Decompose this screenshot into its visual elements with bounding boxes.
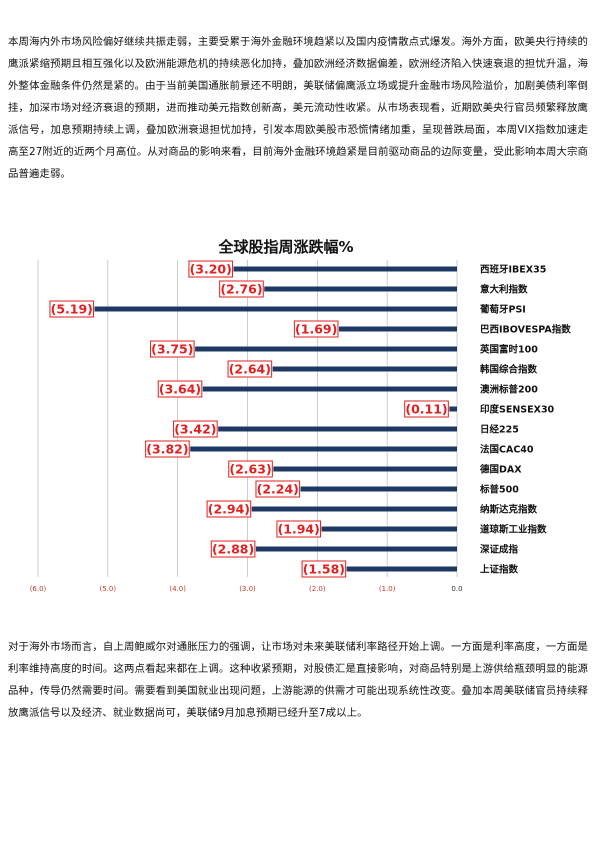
value-label: (0.11) <box>405 402 447 417</box>
category-label: 意大利指数 <box>480 284 528 296</box>
bar <box>202 386 457 392</box>
category-label: 深证成指 <box>480 544 519 556</box>
bar <box>195 346 457 352</box>
value-label-box <box>150 340 195 358</box>
x-tick-label: 0.0 <box>451 585 462 593</box>
x-tick-label: (5.0) <box>100 585 117 593</box>
x-axis-ticks: (6.0) (5.0) (4.0) (3.0) (2.0) (1.0) 0.0 <box>30 585 463 593</box>
bar <box>233 266 457 272</box>
category-label: 德国DAX <box>480 464 522 476</box>
value-label: (1.94) <box>278 522 320 537</box>
bar <box>218 426 457 432</box>
value-label: (2.24) <box>257 482 299 497</box>
chart-title: 全球股指周涨跌幅% <box>217 238 353 256</box>
bar <box>300 486 457 492</box>
value-label-box <box>173 420 218 438</box>
global-index-weekly-change-chart: 全球股指周涨跌幅% (3.20) (2.76) (5.19) (1.69) (3.75)… <box>30 238 572 593</box>
value-label-box <box>404 400 449 418</box>
value-label: (2.63) <box>229 462 271 477</box>
value-label: (3.42) <box>174 422 216 437</box>
value-labels: (3.20) (2.76) (5.19) (1.69) (3.75) (2.64) (3.6… <box>49 260 449 578</box>
category-label: 道琼斯工业指数 <box>480 524 547 536</box>
value-label: (2.76) <box>220 282 262 297</box>
bar <box>346 566 457 572</box>
category-label: 标普500 <box>479 484 519 496</box>
category-label: 印度SENSEX30 <box>480 404 555 416</box>
value-label: (2.64) <box>229 362 271 377</box>
value-label-box <box>227 360 273 378</box>
value-label: (3.75) <box>151 342 193 357</box>
bar <box>251 506 457 512</box>
gridlines <box>37 260 458 577</box>
x-tick-label: (2.0) <box>309 585 326 593</box>
analysis-paragraph: 对于海外市场而言，自上周鲍威尔对通胀压力的强调，让市场对未来美联储利率路径开始上… <box>8 641 588 719</box>
value-label: (2.94) <box>208 502 250 517</box>
category-label: 澳洲标普200 <box>480 384 538 396</box>
value-label-box <box>228 460 273 478</box>
value-label-box <box>145 440 190 458</box>
x-tick-label: (3.0) <box>239 585 256 593</box>
value-label: (3.64) <box>159 382 201 397</box>
bar <box>273 466 457 472</box>
value-label-box <box>210 540 256 558</box>
value-label-box <box>188 260 234 278</box>
category-label: 上证指数 <box>480 564 519 576</box>
bar <box>338 326 457 332</box>
x-tick-label: (6.0) <box>30 585 47 593</box>
intro-paragraph: 本周海内外市场风险偏好继续共振走弱，主要受累于海外金融环境趋紧以及国内疫情散点式… <box>8 36 588 180</box>
category-label: 韩国综合指数 <box>480 364 538 376</box>
category-label: 纳斯达克指数 <box>480 504 538 516</box>
value-label-box <box>157 380 203 398</box>
category-label: 巴西IBOVESPA指数 <box>480 324 571 336</box>
bar <box>190 446 457 452</box>
value-label-box <box>219 280 264 298</box>
value-label: (1.69) <box>295 322 337 337</box>
bar <box>449 406 457 412</box>
category-label: 西班牙IBEX35 <box>480 264 546 276</box>
value-label-box <box>206 500 252 518</box>
value-label-box <box>49 300 95 318</box>
category-label: 英国富时100 <box>480 344 538 356</box>
bar <box>272 366 457 372</box>
bar <box>321 526 457 532</box>
value-label: (1.58) <box>303 562 345 577</box>
bars <box>94 266 457 572</box>
x-tick-label: (1.0) <box>379 585 396 593</box>
bar <box>255 546 457 552</box>
value-label: (5.19) <box>51 302 93 317</box>
x-tick-label: (4.0) <box>169 585 186 593</box>
category-label: 法国CAC40 <box>480 444 534 456</box>
value-label-box <box>301 560 347 578</box>
value-label-box <box>293 320 339 338</box>
bar <box>94 306 457 312</box>
value-label-box <box>255 480 301 498</box>
value-label: (3.82) <box>146 442 188 457</box>
value-label: (2.88) <box>212 542 254 557</box>
value-label: (3.20) <box>190 262 232 277</box>
bar <box>264 286 457 292</box>
category-label: 日经225 <box>480 424 519 436</box>
category-label: 葡萄牙PSI <box>479 304 526 316</box>
value-label-box <box>276 520 322 538</box>
